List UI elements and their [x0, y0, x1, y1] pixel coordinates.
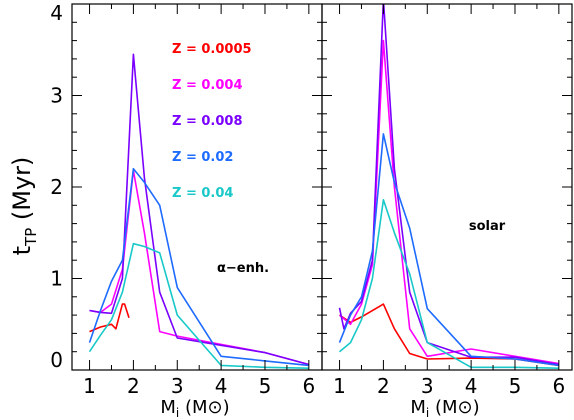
legend-entry: Z = 0.004: [172, 78, 243, 93]
series-line-z-0-0005: [89, 303, 130, 333]
x-axis-label-unit: (M⊙): [185, 397, 230, 418]
x-tick-label: 3: [171, 374, 184, 398]
panel-solar: 1 2 3 4 5 6 solar: [321, 3, 573, 398]
y-tick-label: 0: [50, 348, 63, 372]
x-axis-label-main: M: [160, 397, 176, 418]
y-axis-label-main: t: [8, 246, 36, 255]
x-axis-label-sub: i: [176, 406, 179, 420]
x-tick-label: 3: [421, 374, 434, 398]
legend-entry: Z = 0.0005: [172, 42, 252, 57]
series-line-z-0-0005: [339, 303, 559, 367]
series-line-z-0-04: [338, 199, 559, 369]
legend-entry: Z = 0.008: [172, 114, 243, 129]
panel-frame: [321, 3, 573, 371]
series-line-z-0-004: [338, 39, 559, 365]
x-tick-label: 6: [552, 374, 565, 398]
annotation-solar: solar: [469, 219, 506, 234]
series-lines: [338, 4, 559, 369]
y-tick-label: 4: [50, 1, 63, 25]
series-line-z-0-008: [89, 53, 310, 366]
x-tick-label: 1: [83, 374, 96, 398]
y-tick-label: 2: [50, 175, 63, 199]
x-tick-label: 2: [377, 374, 390, 398]
y-tick-label: 3: [50, 84, 63, 108]
legend-entry: Z = 0.04: [172, 186, 233, 201]
y-tick-label: 1: [50, 267, 63, 291]
svg-text:tTP (Myr): tTP (Myr): [8, 157, 40, 256]
series-line-z-0-02: [338, 133, 559, 367]
x-axis-label-unit: (M⊙): [435, 397, 480, 418]
series-line-z-0-02: [88, 167, 309, 367]
x-axis-label-main: M: [410, 397, 426, 418]
x-tick-label: 6: [302, 374, 315, 398]
x-tick-label: 1: [333, 374, 346, 398]
x-tick-label: 5: [509, 374, 522, 398]
x-tick-label: 4: [465, 374, 478, 398]
series-lines: [88, 53, 310, 369]
x-axis-label-right: Mi (M⊙): [410, 397, 479, 420]
y-axis-label-sub: TP: [22, 228, 40, 247]
legend: Z = 0.0005 Z = 0.004 Z = 0.008 Z = 0.02 Z = …: [172, 42, 252, 201]
x-tick-label: 5: [259, 374, 272, 398]
annotation-alpha-enh: α−enh.: [217, 261, 269, 276]
y-axis-label: tTP (Myr): [8, 157, 40, 256]
x-tick-label: 2: [127, 374, 140, 398]
x-tick-label: 4: [215, 374, 228, 398]
x-axis-label-left: Mi (M⊙): [160, 397, 229, 420]
legend-entry: Z = 0.02: [172, 150, 233, 165]
y-axis-label-unit: (Myr): [8, 157, 36, 221]
x-axis-label-sub: i: [426, 406, 429, 420]
series-line-z-0-04: [88, 242, 309, 369]
